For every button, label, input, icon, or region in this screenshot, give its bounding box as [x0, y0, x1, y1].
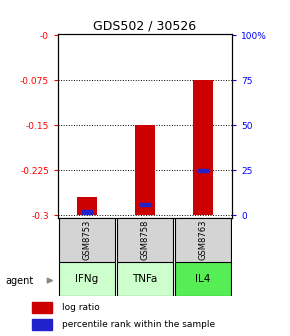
- Bar: [175, 218, 231, 262]
- Bar: [175, 262, 231, 296]
- Bar: [32, 319, 52, 330]
- Bar: [117, 218, 173, 262]
- Bar: [32, 302, 52, 313]
- Title: GDS502 / 30526: GDS502 / 30526: [93, 19, 197, 33]
- Text: log ratio: log ratio: [62, 303, 100, 312]
- Text: GSM8758: GSM8758: [140, 220, 150, 260]
- Bar: [82, 210, 92, 214]
- Text: agent: agent: [6, 276, 34, 286]
- Bar: [77, 198, 97, 215]
- Bar: [59, 262, 115, 296]
- Bar: [117, 262, 173, 296]
- Text: IL4: IL4: [195, 274, 211, 284]
- Bar: [140, 203, 150, 206]
- Text: GSM8753: GSM8753: [82, 220, 92, 260]
- Bar: [193, 80, 213, 215]
- Bar: [198, 169, 208, 172]
- Text: IFNg: IFNg: [75, 274, 99, 284]
- Text: GSM8763: GSM8763: [198, 220, 208, 260]
- Text: TNFa: TNFa: [132, 274, 158, 284]
- Bar: [135, 125, 155, 215]
- Bar: [59, 218, 115, 262]
- Text: percentile rank within the sample: percentile rank within the sample: [62, 320, 215, 329]
